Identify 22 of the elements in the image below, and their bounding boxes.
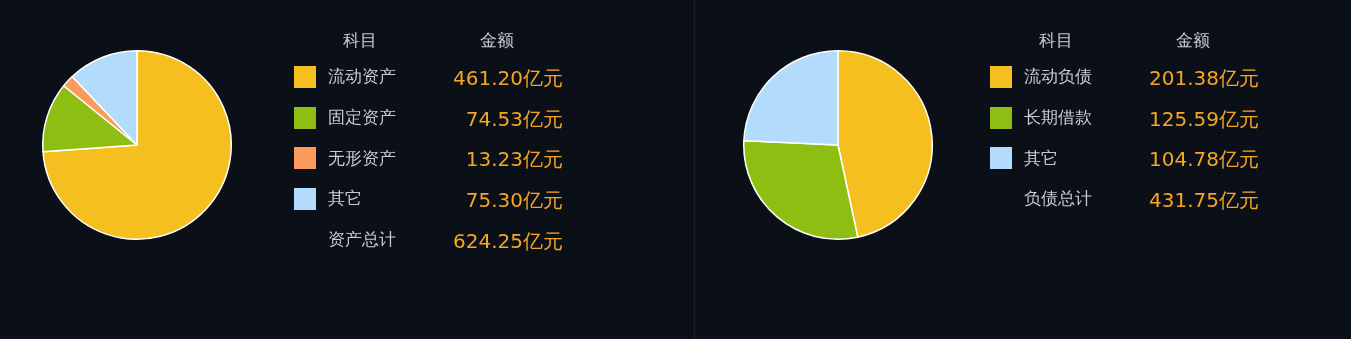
data-label: 74.53亿元: [465, 105, 563, 133]
data-label: 125.59亿元: [1149, 105, 1259, 133]
text: 负债总计: [1024, 187, 1092, 211]
legend-label: 流动负债: [1024, 65, 1092, 89]
legend-label: 其它: [1024, 146, 1058, 170]
legend-label: 长期借款: [1024, 105, 1092, 129]
text: 431.75亿元: [1149, 187, 1259, 215]
data-label: 75.30亿元: [465, 187, 563, 215]
data-label: 104.78亿元: [1149, 146, 1259, 174]
text: 科目: [1038, 29, 1074, 53]
data-label: 201.38亿元: [1149, 65, 1259, 92]
legend-label: 其它: [328, 187, 362, 211]
text: 金额: [1175, 29, 1211, 53]
text: 金额: [479, 29, 515, 53]
legend-label: 流动资产: [328, 65, 396, 89]
data-label: 13.23亿元: [465, 146, 563, 174]
text: 624.25亿元: [453, 227, 563, 255]
data-label: 461.20亿元: [453, 65, 563, 92]
text: 科目: [342, 29, 378, 53]
text: 资产总计: [328, 227, 396, 251]
legend-label: 无形资产: [328, 146, 396, 170]
legend-label: 固定资产: [328, 105, 396, 129]
